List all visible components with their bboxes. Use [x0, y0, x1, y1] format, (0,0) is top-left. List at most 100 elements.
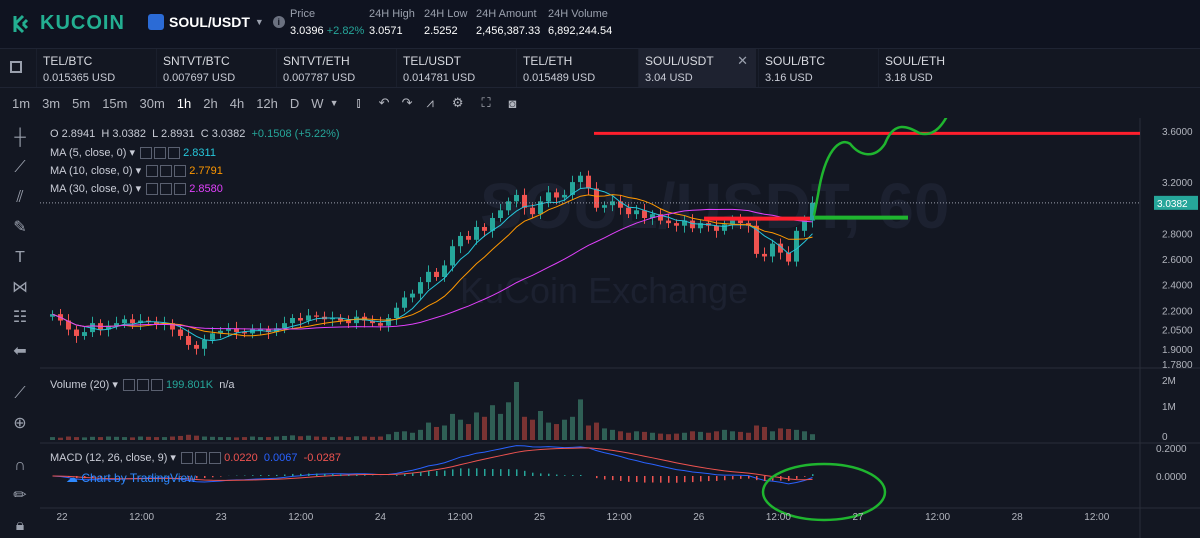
ma10-legend[interactable]: MA (10, close, 0) ▾ 2.7791: [50, 165, 223, 178]
low-label: 24H Low: [424, 8, 468, 20]
zoom-icon[interactable]: ⊕: [13, 415, 27, 432]
candle-body: [138, 320, 143, 324]
ma30-legend[interactable]: MA (30, close, 0) ▾ 2.8580: [50, 183, 223, 196]
candle-body: [370, 320, 375, 324]
eye-icon[interactable]: [140, 147, 153, 160]
gear-icon[interactable]: ⚙: [451, 95, 464, 110]
time-tick-label: 12:00: [1084, 512, 1109, 523]
tab-tel-usdt[interactable]: TEL/USDT 0.014781 USD: [396, 49, 514, 87]
lock-icon[interactable]: 🔒︎: [15, 517, 25, 534]
close-icon[interactable]: [174, 183, 187, 196]
high-stat: 24H High 3.0571: [369, 8, 415, 37]
volume-bar: [466, 424, 471, 440]
timeframe-3m[interactable]: 3m: [42, 95, 61, 111]
timeframe-w[interactable]: W: [311, 95, 324, 111]
price-label: Price: [290, 8, 316, 20]
gear-icon[interactable]: [160, 165, 173, 178]
volume-bar: [746, 432, 751, 440]
volume-bar: [210, 436, 215, 440]
tab-soul-eth[interactable]: SOUL/ETH 3.18 USD: [878, 49, 996, 87]
volume-bar: [122, 437, 127, 440]
magnet-icon[interactable]: ∩: [14, 457, 26, 474]
prediction-icon[interactable]: ☷: [12, 309, 28, 326]
eye-icon[interactable]: [122, 379, 135, 392]
fib-icon[interactable]: ⫽: [16, 189, 24, 206]
macd-histogram-bar: [428, 471, 430, 476]
timeframe-5m[interactable]: 5m: [72, 95, 91, 111]
chevron-down-icon[interactable]: ▼: [329, 98, 339, 108]
timeframe-15m[interactable]: 15m: [102, 95, 128, 111]
gear-icon[interactable]: [195, 452, 208, 465]
candle-body: [514, 194, 519, 202]
lock-drawing-icon[interactable]: ✏: [13, 487, 27, 504]
candle-body: [418, 282, 423, 294]
kucoin-logo[interactable]: KUCOIN: [12, 12, 125, 35]
kucoin-logo-icon: [13, 14, 29, 33]
tab-sntvt-eth[interactable]: SNTVT/ETH 0.007787 USD: [276, 49, 394, 87]
brush-icon[interactable]: ✎: [13, 219, 27, 236]
timeframe-4h[interactable]: 4h: [229, 95, 245, 111]
tab-sntvt-btc[interactable]: SNTVT/BTC 0.007697 USD: [156, 49, 274, 87]
gear-icon[interactable]: [154, 147, 167, 160]
undo-icon[interactable]: ↶: [378, 95, 390, 110]
volume-bar: [634, 431, 639, 440]
timeframe-2h[interactable]: 2h: [203, 95, 218, 111]
tradingview-attribution[interactable]: ☁ Chart by TradingView: [66, 471, 196, 485]
close-icon[interactable]: [168, 147, 181, 160]
candle-body: [194, 344, 199, 349]
timeframe-12h[interactable]: 12h: [256, 95, 278, 111]
volume-bar: [106, 436, 111, 440]
tab-soul-usdt[interactable]: SOUL/USDT 3.04 USD ✕: [638, 49, 756, 87]
gear-icon[interactable]: [136, 379, 149, 392]
eye-icon[interactable]: [146, 165, 159, 178]
close-icon[interactable]: [209, 452, 222, 465]
timeframe-1h[interactable]: 1h: [176, 95, 192, 111]
trend-line-icon[interactable]: ⟋: [14, 159, 26, 176]
camera-icon[interactable]: ◙: [508, 95, 517, 111]
tab-tel-btc[interactable]: TEL/BTC 0.015365 USD: [36, 49, 154, 87]
price-tick-label: 2.8000: [1162, 229, 1193, 240]
timeframe-1m[interactable]: 1m: [12, 95, 31, 111]
macd-histogram-bar: [68, 476, 70, 478]
chart-svg[interactable]: SOUL/USDT, 60 KuCoin Exchange 3.6000 3.2000…: [40, 118, 1200, 538]
candle-type-icon[interactable]: ⫾: [356, 95, 361, 110]
info-icon[interactable]: i: [272, 16, 285, 28]
gear-icon[interactable]: [160, 183, 173, 196]
time-tick-label: 27: [852, 512, 864, 523]
arrow-left-icon[interactable]: ⬅: [13, 343, 27, 360]
layout-icon[interactable]: [10, 61, 22, 73]
macd-legend[interactable]: MACD (12, 26, close, 9) ▾ 0.0220 0.0067 …: [50, 452, 341, 465]
tab-price: 3.16 USD: [765, 72, 813, 84]
chart-area[interactable]: SOUL/USDT, 60 KuCoin Exchange 3.6000 3.2000…: [40, 118, 1200, 538]
close-icon[interactable]: [174, 165, 187, 178]
price-value: 3.0396: [290, 25, 324, 37]
close-icon[interactable]: [150, 379, 163, 392]
timeframe-30m[interactable]: 30m: [139, 95, 165, 111]
pattern-icon[interactable]: ⋈: [12, 279, 28, 296]
candle-body: [218, 330, 223, 334]
indicators-icon[interactable]: ⩘: [426, 95, 434, 110]
candle-body: [426, 271, 431, 283]
volume-bar: [626, 432, 631, 440]
eye-icon[interactable]: [181, 452, 194, 465]
candle-body: [674, 223, 679, 226]
current-price-label: 3.0382: [1157, 199, 1188, 210]
ma5-legend[interactable]: MA (5, close, 0) ▾ 2.8311: [50, 147, 216, 160]
volume-legend[interactable]: Volume (20) ▾ 199.801K n/a: [50, 379, 235, 392]
candle-body: [410, 293, 415, 298]
eye-icon[interactable]: [146, 183, 159, 196]
close-icon[interactable]: ✕: [737, 53, 748, 68]
pair-label: SOUL/USDT: [169, 14, 250, 30]
macd-histogram-bar: [700, 476, 702, 482]
fullscreen-icon[interactable]: ⛶: [481, 95, 491, 110]
tab-price: 0.015365 USD: [43, 72, 116, 84]
pair-selector[interactable]: SOUL/USDT ▼ i: [148, 14, 285, 30]
text-icon[interactable]: T: [15, 249, 25, 266]
crosshair-icon[interactable]: ┼: [14, 129, 26, 146]
tab-tel-eth[interactable]: TEL/ETH 0.015489 USD: [516, 49, 634, 87]
macd-histogram-bar: [796, 476, 798, 479]
timeframe-d[interactable]: D: [289, 95, 300, 111]
redo-icon[interactable]: ↷: [401, 95, 413, 110]
tab-soul-btc[interactable]: SOUL/BTC 3.16 USD: [758, 49, 876, 87]
ruler-icon[interactable]: ⟋: [14, 385, 26, 402]
